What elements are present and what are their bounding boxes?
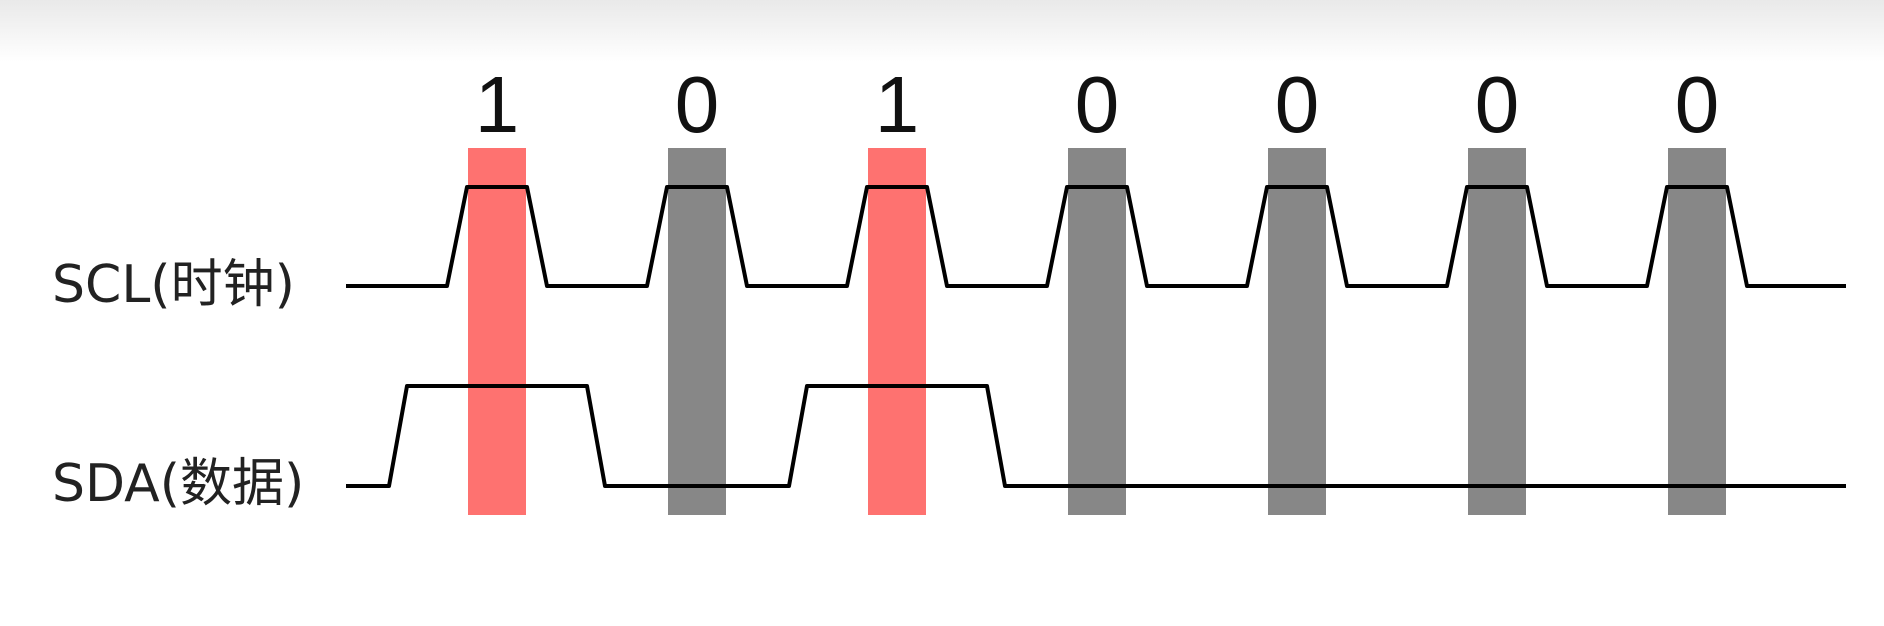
bit-value-label: 0 (1675, 60, 1720, 149)
bit-highlight-bar (468, 148, 526, 515)
scl-label: SCL(时钟) (52, 255, 295, 315)
bit-highlight-bar (1468, 148, 1526, 515)
bit-value-label: 1 (875, 60, 920, 149)
bit-value-label: 1 (475, 60, 520, 149)
bit-highlight-bar (668, 148, 726, 515)
bit-highlight-bar (1668, 148, 1726, 515)
bit-highlight-bar (1068, 148, 1126, 515)
sda-label: SDA(数据) (52, 454, 304, 514)
bit-value-label: 0 (1475, 60, 1520, 149)
bit-value-label: 0 (1275, 60, 1320, 149)
sample-highlight-bars (468, 148, 1726, 515)
bit-highlight-bar (868, 148, 926, 515)
bit-highlight-bar (1268, 148, 1326, 515)
bit-value-label: 0 (1075, 60, 1120, 149)
bit-value-label: 0 (675, 60, 720, 149)
bit-labels: 1 0 1 0 0 0 0 (475, 60, 1720, 149)
